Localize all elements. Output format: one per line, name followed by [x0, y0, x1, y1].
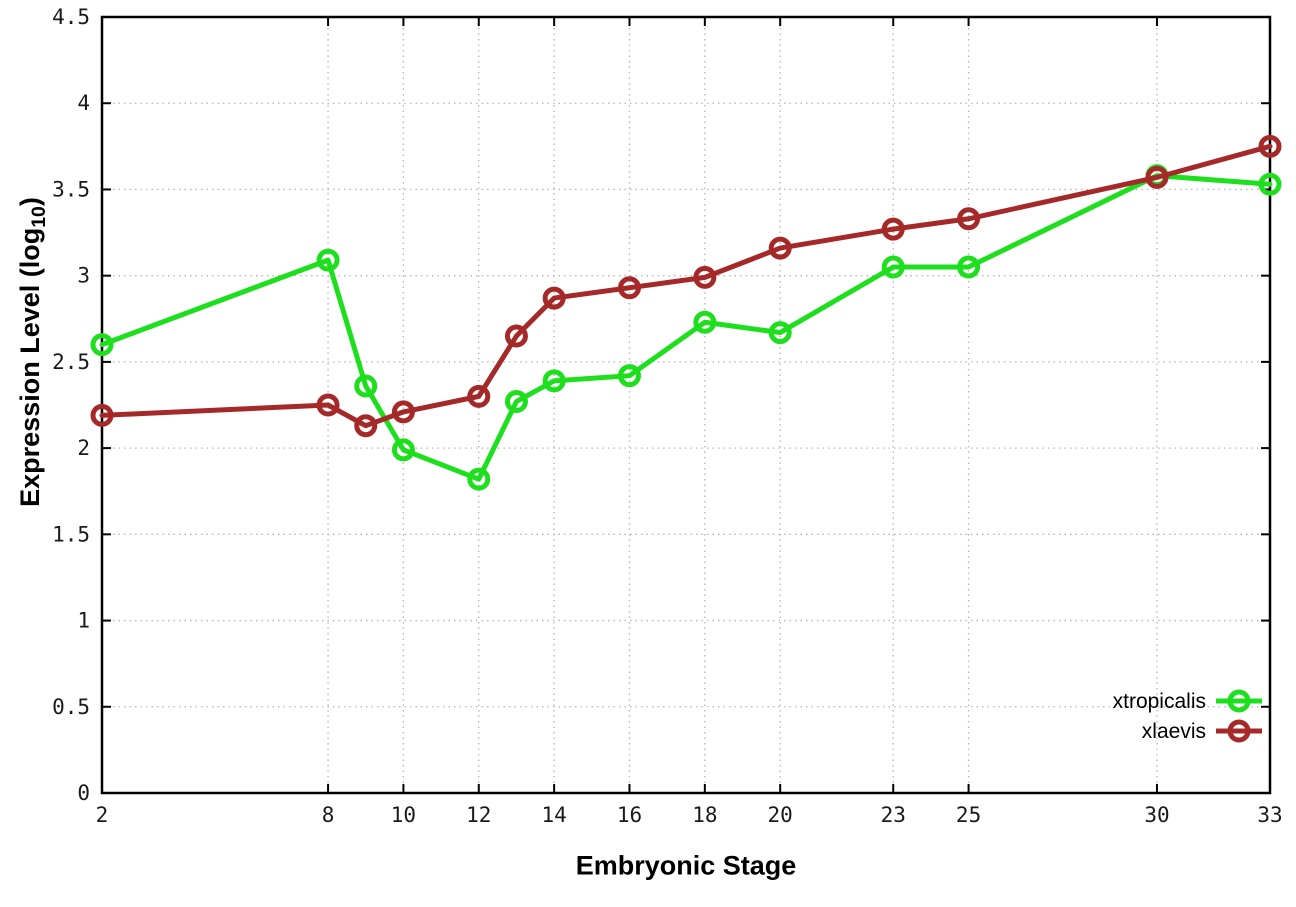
data-point-xtropicalis [542, 369, 566, 393]
x-tick-label: 33 [1257, 803, 1282, 827]
y-tick-label: 1.5 [52, 522, 90, 546]
data-point-xlaevis [617, 276, 641, 300]
x-tick-label: 14 [541, 803, 566, 827]
data-point-xtropicalis [881, 255, 905, 279]
data-point-xlaevis [354, 414, 378, 438]
y-tick-label: 4 [77, 91, 90, 115]
data-point-xtropicalis [617, 364, 641, 388]
data-point-xlaevis [542, 286, 566, 310]
x-tick-label: 12 [466, 803, 491, 827]
y-axis-title-text: Expression Level (log [15, 227, 46, 507]
x-tick-label: 16 [617, 803, 642, 827]
data-point-xlaevis [768, 236, 792, 260]
y-tick-label: 2 [77, 436, 90, 460]
legend-label-xlaevis: xlaevis [1142, 720, 1206, 743]
data-point-xlaevis [693, 265, 717, 289]
x-tick-label: 10 [391, 803, 416, 827]
y-tick-label: 0 [77, 781, 90, 805]
data-point-xlaevis [881, 217, 905, 241]
y-tick-label: 3 [77, 264, 90, 288]
data-point-xlaevis [90, 403, 114, 427]
x-tick-label: 18 [692, 803, 717, 827]
x-axis-title: Embryonic Stage [575, 850, 797, 881]
series-line-xlaevis [99, 143, 1273, 429]
y-tick-label: 0.5 [52, 695, 90, 719]
data-point-xtropicalis [316, 248, 340, 272]
x-tick-label: 23 [881, 803, 906, 827]
data-point-xtropicalis [693, 310, 717, 334]
data-point-xlaevis [1145, 165, 1169, 189]
data-point-xlaevis [391, 400, 415, 424]
y-tick-label: 2.5 [52, 350, 90, 374]
data-point-xtropicalis [957, 255, 981, 279]
y-tick-label: 4.5 [52, 5, 90, 29]
data-point-xlaevis [504, 324, 528, 348]
series-line-xtropicalis [99, 173, 1273, 482]
x-tick-label: 8 [322, 803, 335, 827]
y-tick-label: 3.5 [52, 177, 90, 201]
x-tick-label: 25 [956, 803, 981, 827]
legend-marker-xtropicalis [1227, 689, 1251, 713]
data-point-xtropicalis [504, 390, 528, 414]
data-point-xlaevis [1258, 134, 1282, 158]
y-tick-label: 1 [77, 609, 90, 633]
data-point-xtropicalis [391, 438, 415, 462]
data-point-xtropicalis [354, 374, 378, 398]
data-point-xlaevis [957, 207, 981, 231]
legend-marker-xlaevis [1227, 719, 1251, 743]
data-point-xtropicalis [467, 467, 491, 491]
x-tick-label: 2 [96, 803, 109, 827]
y-axis-title-subscript: 10 [27, 206, 50, 228]
x-tick-label: 30 [1144, 803, 1169, 827]
legend-label-xtropicalis: xtropicalis [1113, 690, 1206, 713]
data-point-xlaevis [467, 384, 491, 408]
y-axis-title: Expression Level (log10) [15, 197, 51, 507]
data-point-xtropicalis [768, 321, 792, 345]
x-tick-label: 20 [768, 803, 793, 827]
data-point-xtropicalis [90, 333, 114, 357]
y-axis-title-close: ) [15, 197, 46, 207]
data-point-xlaevis [316, 393, 340, 417]
data-point-xtropicalis [1258, 172, 1282, 196]
